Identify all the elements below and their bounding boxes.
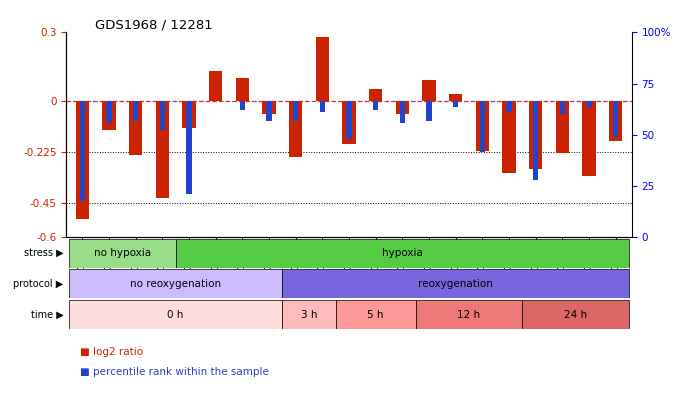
Bar bbox=[582, 100, 595, 175]
Bar bbox=[75, 100, 89, 219]
Text: protocol ▶: protocol ▶ bbox=[13, 279, 64, 289]
Bar bbox=[503, 100, 516, 173]
Bar bbox=[186, 100, 192, 194]
Bar bbox=[239, 100, 245, 110]
Bar bbox=[267, 100, 272, 121]
Bar bbox=[80, 100, 85, 200]
Text: ■ log2 ratio: ■ log2 ratio bbox=[80, 347, 143, 356]
Bar bbox=[176, 239, 629, 268]
Text: 5 h: 5 h bbox=[367, 310, 384, 320]
Bar bbox=[182, 100, 195, 128]
Bar bbox=[453, 100, 459, 107]
Bar bbox=[69, 300, 282, 329]
Bar bbox=[282, 300, 336, 329]
Text: stress ▶: stress ▶ bbox=[24, 248, 64, 258]
Bar bbox=[400, 100, 405, 123]
Bar bbox=[506, 100, 512, 112]
Text: 3 h: 3 h bbox=[301, 310, 318, 320]
Bar bbox=[160, 100, 165, 130]
Bar bbox=[336, 300, 416, 329]
Bar bbox=[560, 100, 565, 114]
Bar bbox=[133, 100, 138, 121]
Bar bbox=[609, 100, 623, 141]
Bar bbox=[315, 37, 329, 100]
Text: ■ percentile rank within the sample: ■ percentile rank within the sample bbox=[80, 367, 269, 377]
Bar bbox=[320, 100, 325, 112]
Bar bbox=[103, 100, 116, 130]
Bar bbox=[522, 300, 629, 329]
Bar bbox=[236, 78, 249, 100]
Bar bbox=[422, 80, 436, 100]
Bar bbox=[209, 71, 223, 100]
Bar bbox=[129, 100, 142, 155]
Text: hypoxia: hypoxia bbox=[382, 248, 423, 258]
Bar bbox=[556, 100, 569, 153]
Bar bbox=[586, 100, 592, 107]
Bar bbox=[106, 100, 112, 123]
Bar bbox=[373, 100, 378, 110]
Bar bbox=[533, 100, 538, 180]
Text: 0 h: 0 h bbox=[168, 310, 184, 320]
Bar bbox=[293, 100, 298, 121]
Bar bbox=[480, 100, 485, 152]
Bar bbox=[416, 300, 522, 329]
Text: 24 h: 24 h bbox=[564, 310, 587, 320]
Text: reoxygenation: reoxygenation bbox=[418, 279, 493, 289]
Text: GDS1968 / 12281: GDS1968 / 12281 bbox=[95, 18, 212, 31]
Bar bbox=[342, 100, 356, 144]
Bar bbox=[449, 94, 462, 100]
Text: 12 h: 12 h bbox=[457, 310, 480, 320]
Bar bbox=[69, 239, 176, 268]
Bar bbox=[282, 269, 629, 298]
Text: no reoxygenation: no reoxygenation bbox=[130, 279, 221, 289]
Bar bbox=[69, 269, 282, 298]
Text: time ▶: time ▶ bbox=[31, 310, 64, 320]
Bar bbox=[369, 89, 383, 100]
Bar bbox=[396, 100, 409, 114]
Bar bbox=[426, 100, 431, 121]
Bar bbox=[529, 100, 542, 169]
Bar bbox=[289, 100, 302, 158]
Bar bbox=[613, 100, 618, 137]
Bar bbox=[156, 100, 169, 198]
Bar bbox=[262, 100, 276, 114]
Text: no hypoxia: no hypoxia bbox=[94, 248, 151, 258]
Bar bbox=[475, 100, 489, 151]
Bar bbox=[346, 100, 352, 139]
